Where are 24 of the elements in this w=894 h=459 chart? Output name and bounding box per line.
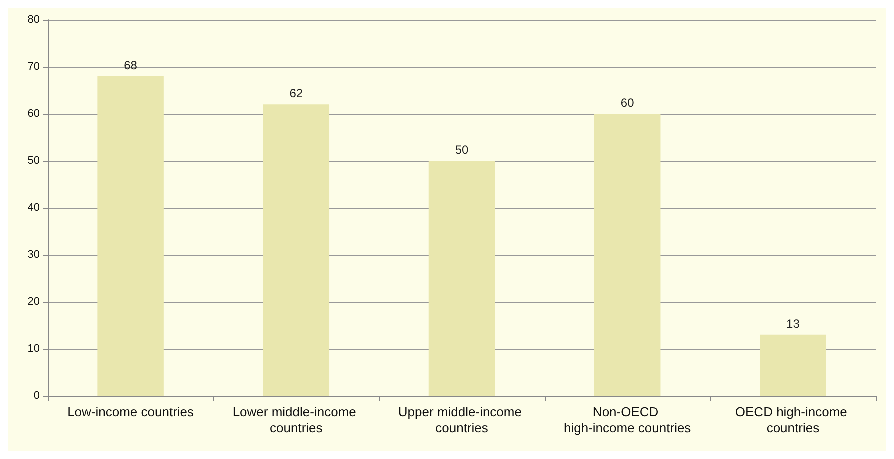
data-label: 68 <box>124 58 138 72</box>
bar <box>760 334 826 396</box>
bar <box>98 76 164 396</box>
y-tick-label: 70 <box>28 61 40 73</box>
y-tick-label: 0 <box>34 390 40 402</box>
y-tick-label: 10 <box>28 343 40 355</box>
data-label: 13 <box>786 316 800 331</box>
bar <box>594 114 661 396</box>
x-tick-label: Low-income countries <box>68 404 195 420</box>
x-tick-label: Lower middle-income countries <box>232 404 360 436</box>
y-tick-label: 30 <box>28 249 40 261</box>
data-label: 60 <box>620 96 635 110</box>
x-tick-label: Upper middle-income countries <box>398 404 526 436</box>
data-label: 62 <box>290 86 304 101</box>
bar <box>263 104 330 396</box>
bar <box>428 161 496 396</box>
y-tick-label: 60 <box>28 108 40 120</box>
y-tick-label: 50 <box>28 155 40 167</box>
data-label: 50 <box>455 143 469 157</box>
y-tick-label: 80 <box>28 14 40 26</box>
y-tick-label: 20 <box>28 296 40 308</box>
y-tick-label: 40 <box>28 202 40 214</box>
x-tick-label: Non-OECD high-income countries <box>564 404 692 436</box>
x-tick-label: OECD high-income countries <box>735 404 852 436</box>
